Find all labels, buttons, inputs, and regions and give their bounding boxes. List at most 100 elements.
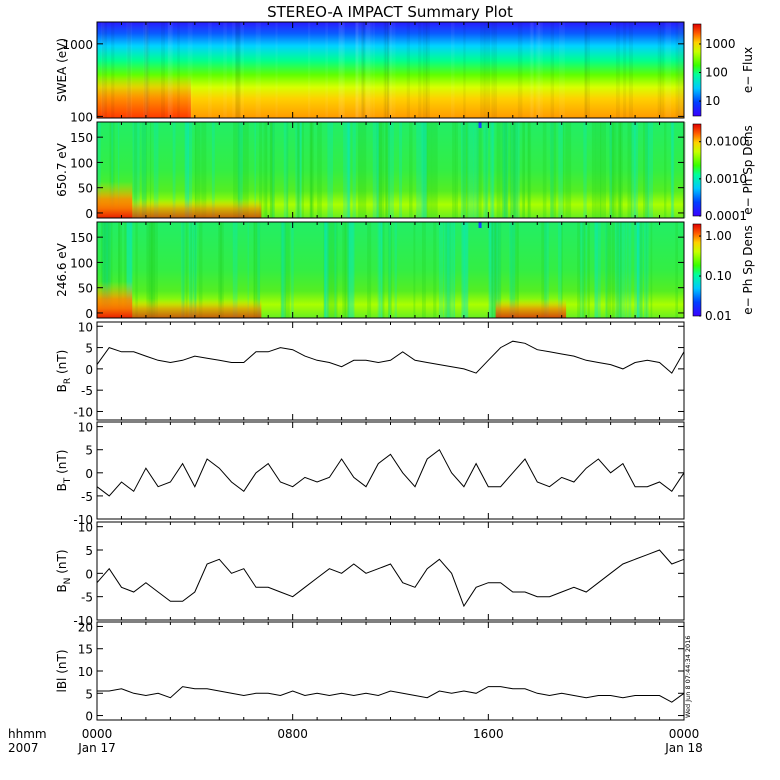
heatmap-streak	[627, 122, 633, 218]
heatmap-streak	[141, 122, 147, 218]
panel-frame	[96, 321, 685, 421]
heatmap-streak	[388, 122, 394, 218]
y-tick-label: 0	[85, 710, 93, 724]
heatmap-streak	[218, 222, 222, 318]
data-line	[97, 686, 685, 703]
heatmap-streak	[380, 222, 383, 318]
data-line	[96, 340, 685, 374]
heatmap-streak	[445, 222, 451, 318]
heatmap-streak	[104, 222, 109, 318]
heatmap-streak	[344, 222, 350, 318]
heatmap-streak	[615, 222, 620, 318]
heatmap-streak	[530, 22, 535, 118]
heatmap-streak	[594, 222, 601, 318]
panel-3: 1.00 0.10 0.01 e− Ph Sp Dens 0 50 100 150246.6 …	[55, 221, 755, 323]
heatmap-streak	[625, 222, 628, 318]
heatmap-streak	[172, 122, 176, 218]
heatmap-streak	[111, 22, 115, 118]
heatmap-streak	[485, 122, 488, 218]
heatmap-streak	[482, 22, 486, 118]
heatmap-streak	[463, 22, 466, 118]
panel-4: -10 -5 0 5 10 BR (nT)	[55, 320, 685, 421]
heatmap-streak	[620, 222, 622, 318]
heatmap-streak	[124, 222, 127, 318]
heatmap-streak	[185, 122, 189, 218]
y-axis-label: BT (nT)	[55, 450, 73, 492]
heatmap-streak	[650, 222, 653, 318]
heatmap-streak	[513, 122, 519, 218]
heatmap-streak	[618, 222, 625, 318]
heatmap-streak	[670, 122, 675, 218]
y-tick-label: 100	[70, 156, 93, 170]
heatmap-streak	[379, 222, 384, 318]
heatmap-streak	[498, 222, 502, 318]
y-tick-label: 0	[85, 467, 93, 481]
colorbar-tick-label: 1000	[705, 37, 736, 51]
heatmap-streak	[358, 122, 362, 218]
panel-frame	[96, 421, 685, 520]
y-tick-label: -5	[81, 591, 93, 605]
heatmap-streak	[422, 122, 428, 218]
heatmap-streak	[331, 222, 338, 318]
heatmap-streak	[488, 222, 494, 318]
heatmap-streak	[615, 22, 620, 118]
heatmap-streak	[605, 222, 608, 318]
plot-title: STEREO-A IMPACT Summary Plot	[267, 3, 513, 21]
heatmap-streak	[247, 222, 249, 318]
heatmap-streak	[283, 122, 289, 218]
heatmap-streak	[384, 22, 390, 118]
y-tick-label: 50	[78, 182, 93, 196]
heatmap-streak	[167, 22, 174, 118]
y-tick-label: 50	[78, 282, 93, 296]
heatmap-streak	[147, 222, 153, 318]
heatmap-streak	[291, 222, 294, 318]
heatmap-streak	[254, 122, 257, 218]
colorbar: 1.00 0.10 0.01 e− Ph Sp Dens	[692, 223, 755, 323]
heatmap-streak	[104, 222, 109, 318]
heatmap-streak	[462, 222, 468, 318]
heatmap-streak	[511, 222, 516, 318]
heatmap-streak	[595, 122, 602, 218]
heatmap-streak	[588, 222, 590, 318]
colorbar-tick-label: 0.0001	[705, 209, 747, 223]
colorbar-tick-label: 0.01	[705, 309, 732, 323]
heatmap-streak	[126, 22, 133, 118]
heatmap-streak	[219, 222, 224, 318]
heatmap-streak	[161, 22, 165, 118]
colorbar: 1000 100 10 e− Flux	[692, 23, 755, 117]
heatmap-streak	[512, 122, 518, 218]
heatmap-streak	[490, 222, 497, 318]
heatmap-streak	[462, 122, 469, 218]
heatmap-streak	[301, 122, 304, 218]
heatmap-streak	[187, 122, 193, 218]
heatmap-streak	[550, 122, 557, 218]
heatmap-streak	[634, 222, 640, 318]
heatmap-streak	[296, 122, 300, 218]
heatmap-streak	[644, 222, 649, 318]
heatmap-streak	[389, 22, 396, 118]
heatmap-streak	[550, 122, 554, 218]
heatmap-streak	[527, 122, 530, 218]
y-tick-label: 10	[78, 665, 93, 679]
heatmap-streak	[190, 222, 192, 318]
heatmap-streak	[609, 122, 615, 218]
heatmap-streak	[366, 22, 372, 118]
date-tick-label: Jan 18	[664, 741, 703, 755]
heatmap-streak	[421, 222, 426, 318]
heatmap-streak	[355, 22, 359, 118]
colorbar-tick-label: 0.0100	[705, 135, 747, 149]
heatmap-hot	[97, 198, 262, 218]
heatmap-streak	[413, 222, 416, 318]
heatmap-streak	[426, 122, 433, 218]
heatmap-streak	[515, 222, 519, 318]
heatmap-streak	[450, 22, 455, 118]
y-axis-label: 246.6 eV	[55, 242, 69, 297]
heatmap-streak	[270, 122, 275, 218]
heatmap-streak	[388, 222, 392, 318]
heatmap-streak	[105, 222, 110, 318]
heatmap-streak	[238, 122, 240, 218]
y-tick-label: 0	[85, 307, 93, 321]
heatmap-streak	[582, 222, 586, 318]
heatmap-streak	[234, 22, 240, 118]
heatmap-streak	[583, 122, 587, 218]
